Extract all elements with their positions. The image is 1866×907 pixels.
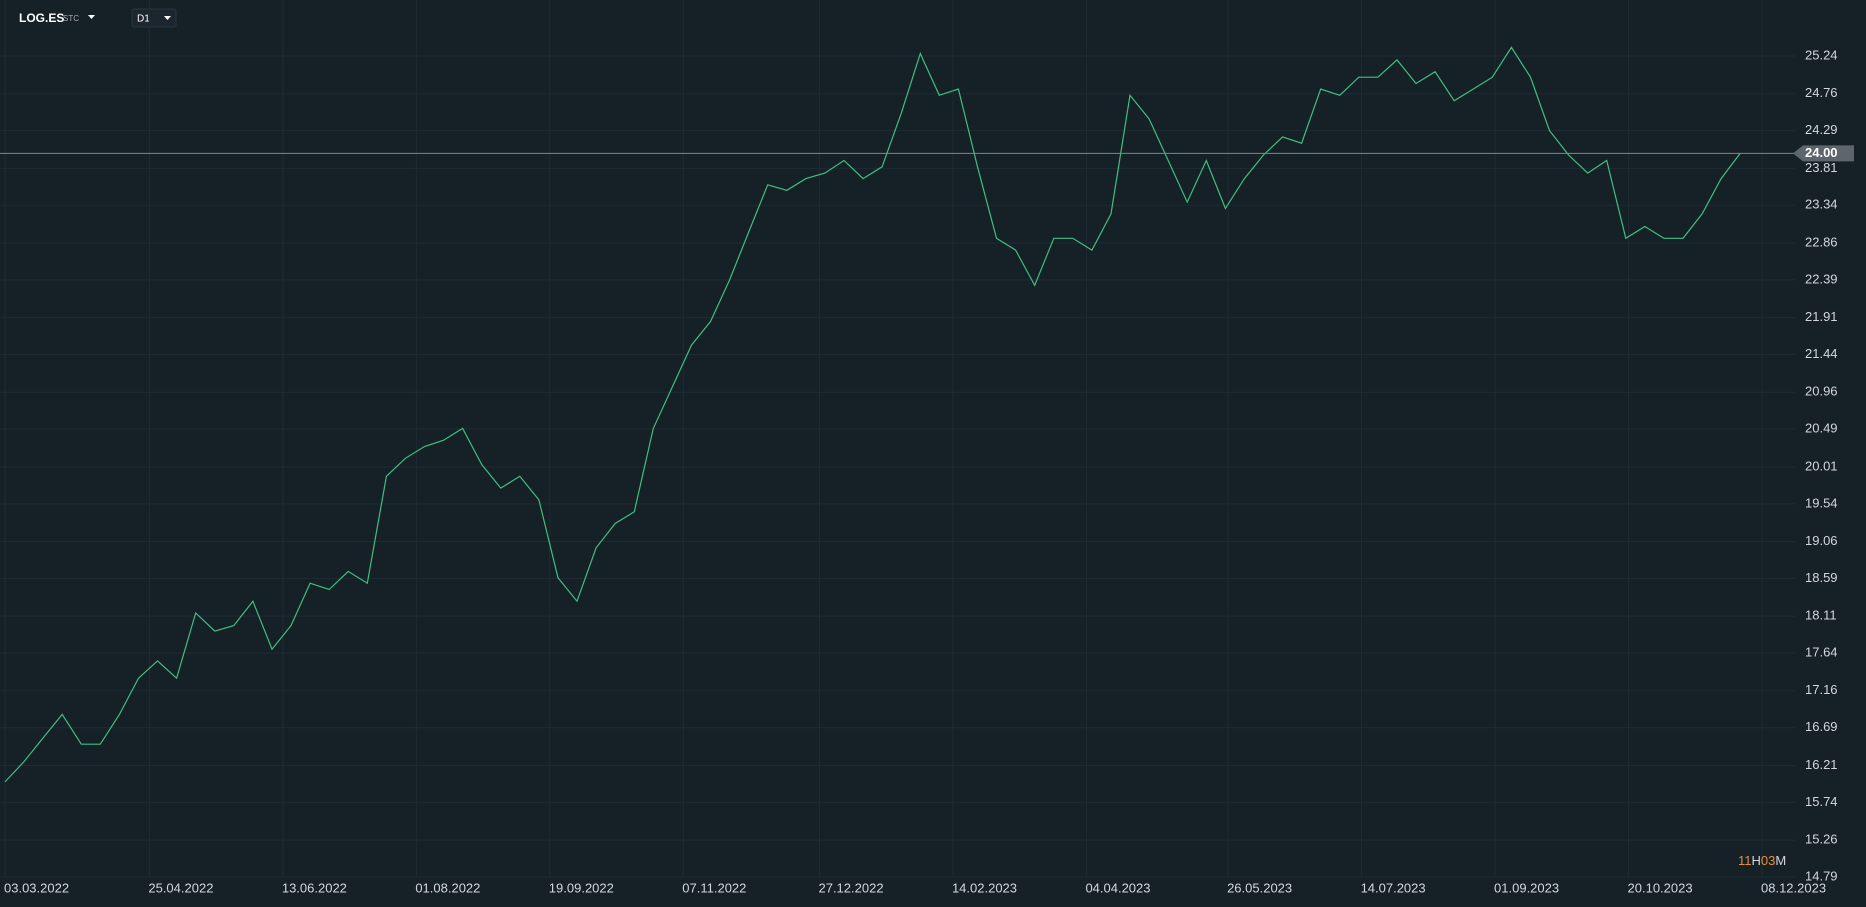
y-tick-label: 23.81 bbox=[1805, 160, 1838, 175]
countdown-minutes-unit: M bbox=[1775, 853, 1786, 868]
dropdown-arrow[interactable] bbox=[88, 15, 95, 19]
y-tick-label: 22.86 bbox=[1805, 234, 1838, 249]
x-tick-label: 07.11.2022 bbox=[682, 880, 746, 895]
current-price-label: 24.00 bbox=[1805, 145, 1838, 160]
y-tick-label: 20.49 bbox=[1805, 421, 1838, 436]
symbol-selector[interactable]: LOG.ES STC bbox=[19, 11, 95, 25]
x-tick-label: 27.12.2022 bbox=[818, 880, 883, 895]
y-tick-label: 18.11 bbox=[1805, 608, 1837, 623]
y-tick-label: 21.91 bbox=[1805, 309, 1838, 324]
grid bbox=[0, 0, 1795, 878]
x-tick-label: 01.08.2022 bbox=[415, 880, 480, 895]
y-tick-label: 20.96 bbox=[1805, 384, 1838, 399]
y-tick-label: 16.69 bbox=[1805, 719, 1838, 734]
y-tick-label: 15.74 bbox=[1805, 794, 1838, 809]
x-tick-label: 08.12.2023 bbox=[1761, 880, 1826, 895]
x-tick-label: 26.05.2023 bbox=[1227, 880, 1292, 895]
price-line bbox=[4, 46, 1741, 783]
y-tick-label: 20.01 bbox=[1805, 458, 1838, 473]
x-tick-label: 14.07.2023 bbox=[1361, 880, 1426, 895]
countdown-minutes: 03 bbox=[1761, 853, 1775, 868]
x-tick-label: 14.02.2023 bbox=[952, 880, 1017, 895]
countdown: 11H03M bbox=[1738, 853, 1786, 868]
y-tick-label: 23.34 bbox=[1805, 197, 1838, 212]
x-tick-label: 19.09.2022 bbox=[549, 880, 614, 895]
x-tick-label: 20.10.2023 bbox=[1628, 880, 1693, 895]
y-tick-label: 16.21 bbox=[1805, 757, 1838, 772]
x-tick-label: 13.06.2022 bbox=[282, 880, 347, 895]
y-tick-label: 18.59 bbox=[1805, 570, 1838, 585]
y-tick-label: 24.76 bbox=[1805, 85, 1838, 100]
interval[interactable]: D1 bbox=[137, 14, 150, 25]
dropdown-arrow[interactable] bbox=[164, 16, 171, 20]
x-tick-label: 25.04.2022 bbox=[148, 880, 213, 895]
x-tick-label: 01.09.2023 bbox=[1494, 880, 1559, 895]
interval-box[interactable] bbox=[131, 8, 177, 28]
y-tick-label: 17.64 bbox=[1805, 645, 1838, 660]
y-tick-label: 19.06 bbox=[1805, 533, 1838, 548]
countdown-hours: 11 bbox=[1738, 853, 1752, 868]
interval-selector[interactable]: D1 bbox=[131, 8, 177, 28]
market[interactable]: STC bbox=[63, 14, 79, 23]
x-tick-label: 04.04.2023 bbox=[1085, 880, 1150, 895]
y-tick-label: 17.16 bbox=[1805, 682, 1838, 697]
y-tick-label: 24.29 bbox=[1805, 122, 1838, 137]
y-tick-label: 22.39 bbox=[1805, 271, 1838, 286]
y-tick-label: 19.54 bbox=[1805, 495, 1838, 510]
y-tick-label: 21.44 bbox=[1805, 346, 1838, 361]
y-tick-label: 15.26 bbox=[1805, 832, 1838, 847]
y-tick-label: 25.24 bbox=[1805, 47, 1838, 62]
current-price-tag bbox=[1793, 145, 1854, 162]
x-tick-label: 03.03.2022 bbox=[4, 880, 69, 895]
symbol[interactable]: LOG.ES bbox=[19, 11, 64, 25]
y-tick-label: 14.79 bbox=[1805, 868, 1838, 883]
countdown-hours-unit: H bbox=[1752, 853, 1761, 868]
